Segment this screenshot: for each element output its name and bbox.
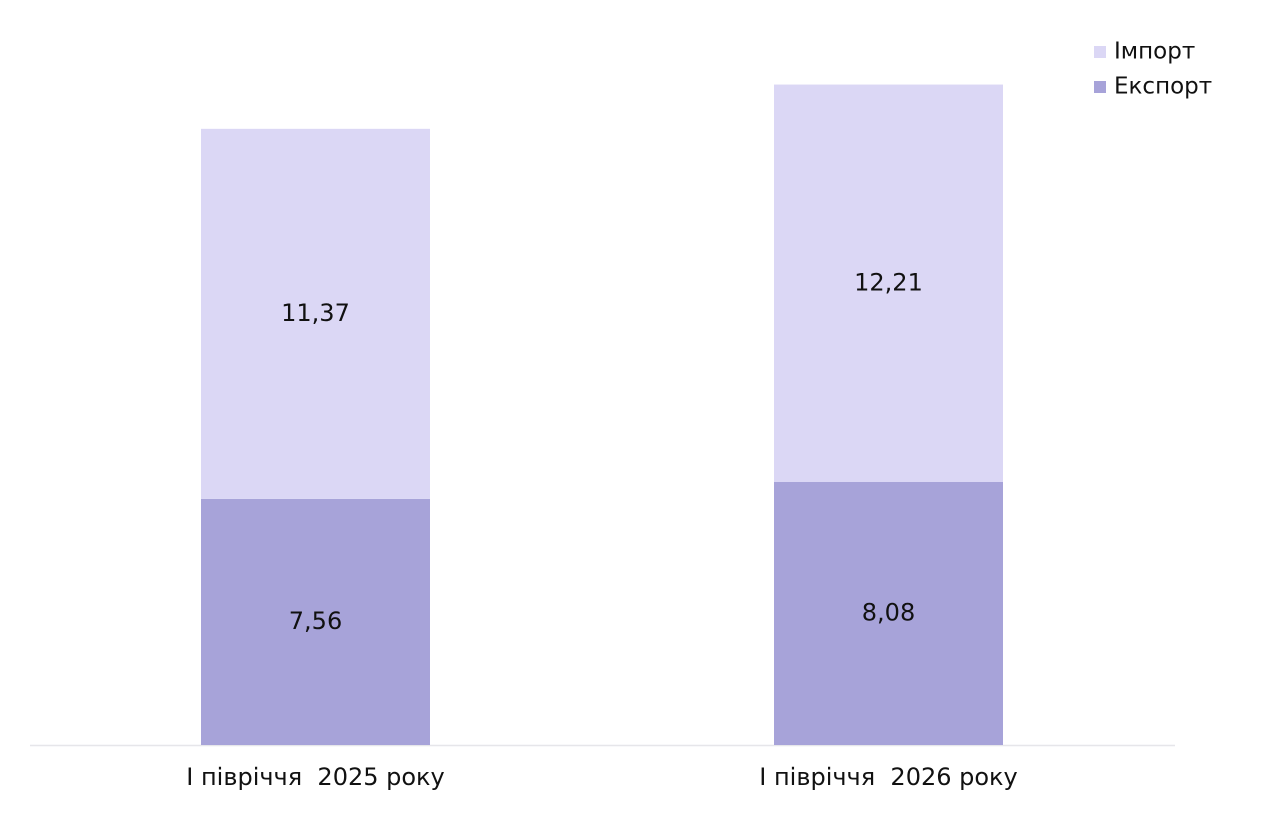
legend-label: Імпорт [1114, 39, 1195, 65]
data-label: 7,56 [289, 607, 342, 635]
data-label: 11,37 [281, 299, 350, 327]
data-label: 12,21 [854, 268, 923, 296]
legend-swatch [1094, 46, 1106, 58]
legend-label: Експорт [1114, 74, 1212, 100]
bar-segment [201, 498, 430, 745]
data-label: 8,08 [862, 598, 915, 626]
legend-swatch [1094, 81, 1106, 93]
x-tick-label: І півріччя 2025 року [186, 763, 445, 791]
x-tick-label: І півріччя 2026 року [759, 763, 1018, 791]
bar-segment [774, 481, 1003, 745]
bar-segment [774, 84, 1003, 482]
bar-segment [201, 128, 430, 499]
